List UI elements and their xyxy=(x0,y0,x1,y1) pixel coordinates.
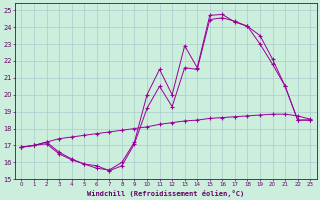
X-axis label: Windchill (Refroidissement éolien,°C): Windchill (Refroidissement éolien,°C) xyxy=(87,190,244,197)
